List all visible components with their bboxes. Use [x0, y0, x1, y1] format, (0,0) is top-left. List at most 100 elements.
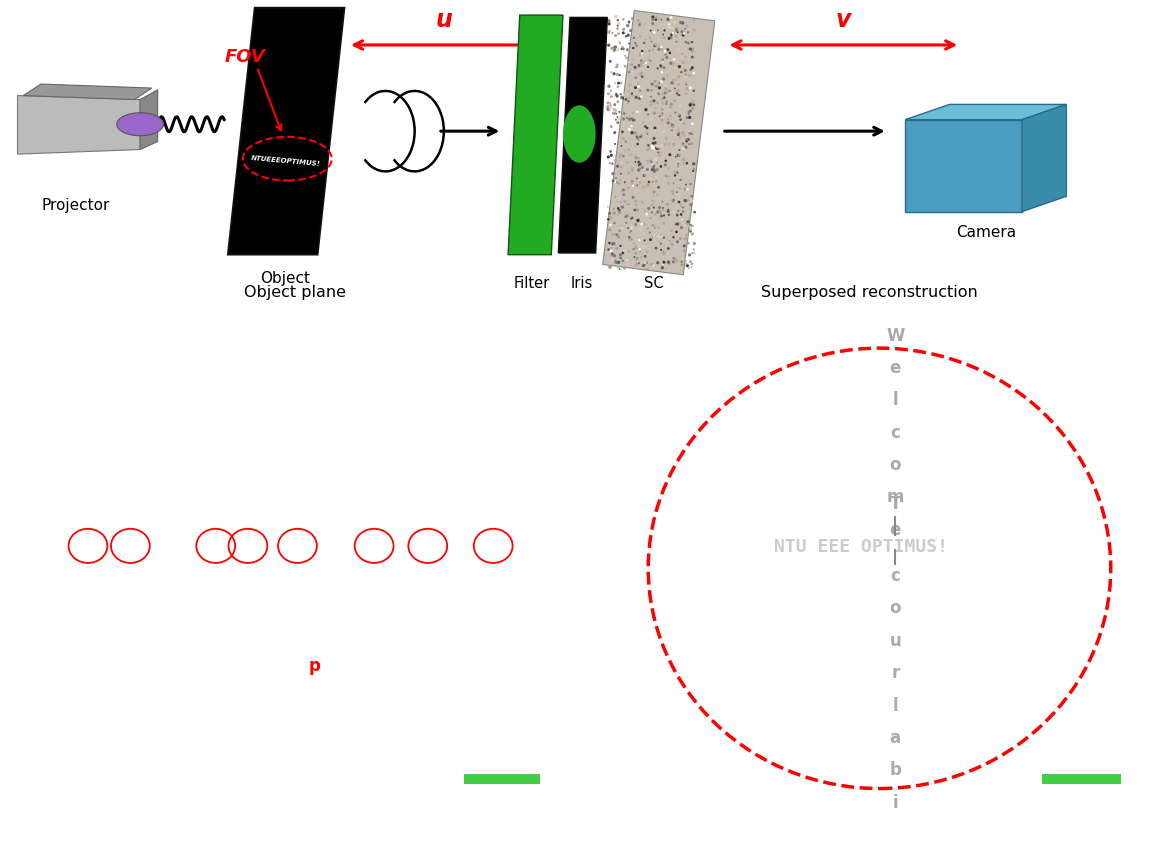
Point: [666, 106, 684, 120]
Point: [674, 202, 693, 215]
Point: [663, 77, 682, 90]
Point: [679, 216, 697, 230]
Point: [607, 62, 626, 75]
Point: [644, 18, 662, 31]
Point: [626, 127, 645, 141]
Point: [620, 66, 639, 79]
Point: [623, 59, 641, 73]
Point: [681, 99, 700, 112]
Point: [602, 262, 620, 275]
Point: [604, 254, 623, 268]
Point: [681, 223, 700, 236]
Point: [658, 51, 676, 65]
Point: [663, 119, 682, 133]
Point: [669, 110, 688, 123]
Point: [600, 25, 619, 39]
Point: [674, 117, 693, 131]
Point: [646, 75, 665, 89]
Point: [668, 187, 687, 200]
Point: [670, 149, 689, 163]
Point: [626, 247, 645, 261]
Point: [682, 63, 701, 77]
Point: [684, 231, 703, 245]
Point: [682, 128, 701, 142]
Point: [659, 162, 677, 176]
Point: [600, 224, 619, 237]
Point: [632, 224, 651, 237]
Point: [613, 255, 632, 268]
Ellipse shape: [563, 106, 596, 164]
Point: [603, 97, 621, 111]
Point: [656, 170, 675, 183]
Point: [607, 11, 626, 24]
Point: [681, 82, 700, 95]
Point: [620, 226, 639, 240]
Point: [658, 84, 676, 98]
Point: [613, 197, 632, 211]
Point: [653, 230, 672, 244]
Point: [647, 176, 666, 189]
Point: [684, 14, 703, 28]
Point: [652, 42, 670, 56]
Point: [648, 97, 667, 111]
Point: [660, 19, 679, 32]
Point: [602, 149, 620, 163]
Point: [652, 244, 670, 257]
Point: [623, 89, 641, 103]
Point: [641, 32, 660, 46]
Text: c: c: [890, 566, 901, 584]
Point: [610, 204, 628, 218]
Point: [610, 28, 628, 41]
Point: [606, 41, 625, 55]
Point: [660, 257, 679, 271]
Point: [653, 107, 672, 121]
Point: [616, 50, 634, 63]
Point: [649, 13, 668, 26]
Point: [642, 198, 661, 212]
Point: [681, 256, 700, 269]
Point: [666, 151, 684, 165]
Point: [652, 41, 670, 55]
Point: [645, 95, 663, 109]
Circle shape: [117, 114, 164, 137]
Point: [645, 107, 663, 121]
Point: [634, 181, 653, 195]
Point: [644, 259, 662, 273]
Point: [666, 62, 684, 76]
Point: [613, 41, 632, 55]
Point: [654, 247, 673, 261]
Text: e: e: [308, 349, 320, 368]
Point: [612, 43, 631, 57]
Point: [630, 214, 648, 227]
Point: [613, 126, 632, 139]
Point: [639, 203, 658, 216]
Point: [676, 51, 695, 65]
Point: [654, 246, 673, 259]
Point: [659, 14, 677, 27]
Point: [614, 221, 633, 235]
Point: [648, 143, 667, 156]
Point: [645, 229, 663, 242]
Point: [634, 259, 653, 273]
Point: [605, 41, 624, 55]
Text: FOV: FOV: [225, 48, 265, 66]
Point: [654, 203, 673, 217]
Point: [647, 154, 666, 167]
Point: [652, 61, 670, 74]
Point: [668, 255, 687, 268]
Point: [668, 26, 687, 40]
Point: [638, 127, 656, 141]
Point: [669, 71, 688, 84]
Point: [639, 109, 658, 122]
Point: [614, 24, 633, 37]
Point: [668, 23, 687, 36]
Point: [639, 143, 658, 157]
Point: [630, 160, 648, 173]
Point: [667, 30, 686, 44]
Point: [670, 131, 689, 144]
Point: [605, 44, 624, 57]
Text: a: a: [308, 722, 320, 739]
Point: [654, 257, 673, 271]
Point: [656, 262, 675, 276]
Point: [604, 107, 623, 121]
